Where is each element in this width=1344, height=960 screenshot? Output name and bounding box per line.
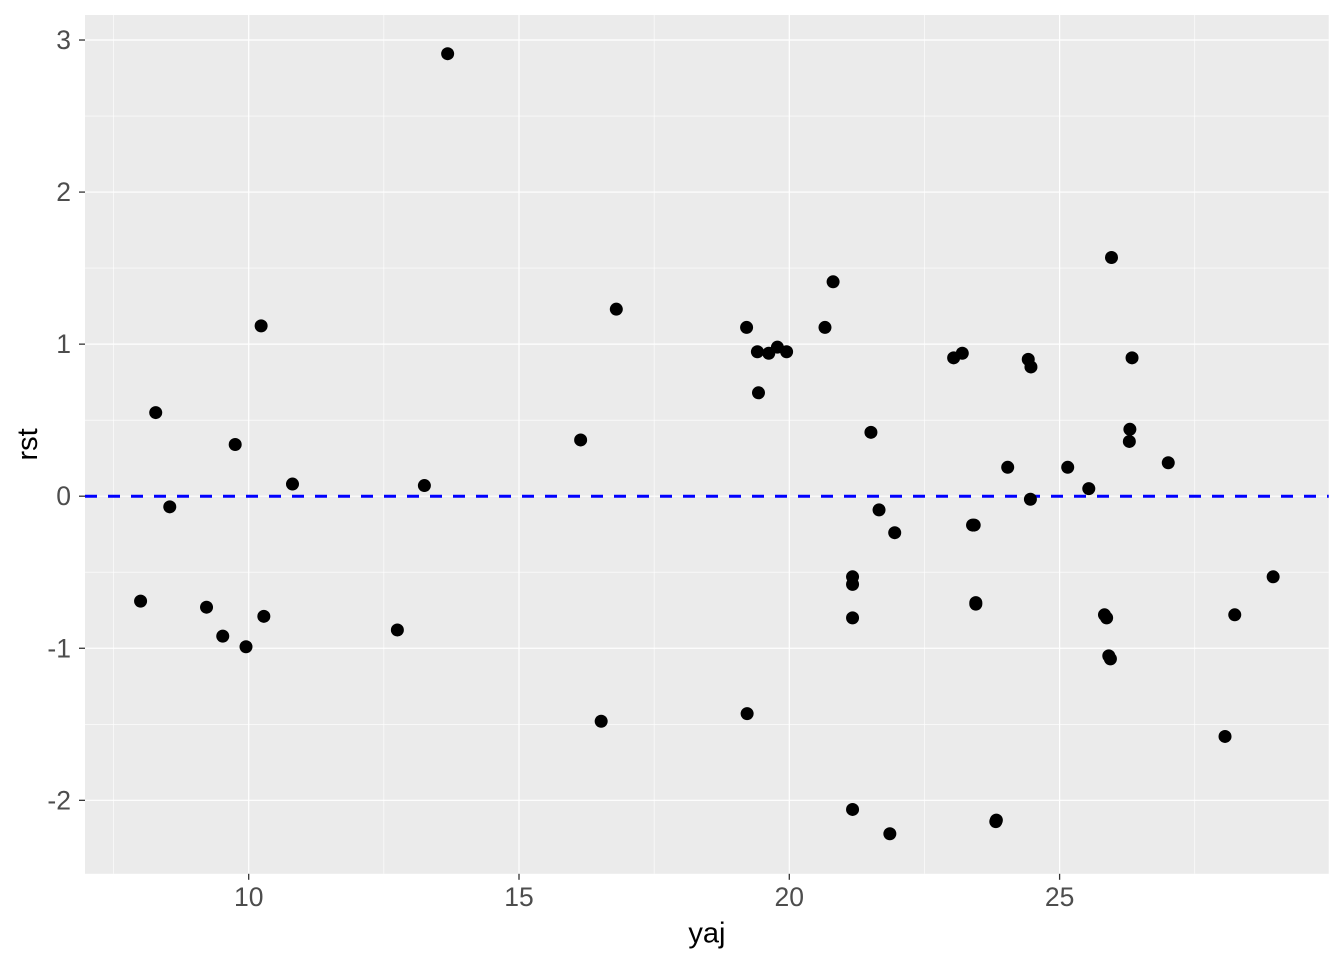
svg-text:20: 20 [775,882,804,912]
svg-text:-1: -1 [47,633,71,663]
svg-text:-2: -2 [47,785,71,815]
svg-text:2: 2 [56,177,71,207]
svg-text:1: 1 [56,329,71,359]
svg-text:yaj: yaj [688,917,725,949]
svg-text:0: 0 [56,481,71,511]
svg-text:rst: rst [12,428,44,460]
svg-text:25: 25 [1045,882,1074,912]
svg-text:3: 3 [56,25,71,55]
svg-text:10: 10 [234,882,263,912]
svg-text:15: 15 [504,882,533,912]
